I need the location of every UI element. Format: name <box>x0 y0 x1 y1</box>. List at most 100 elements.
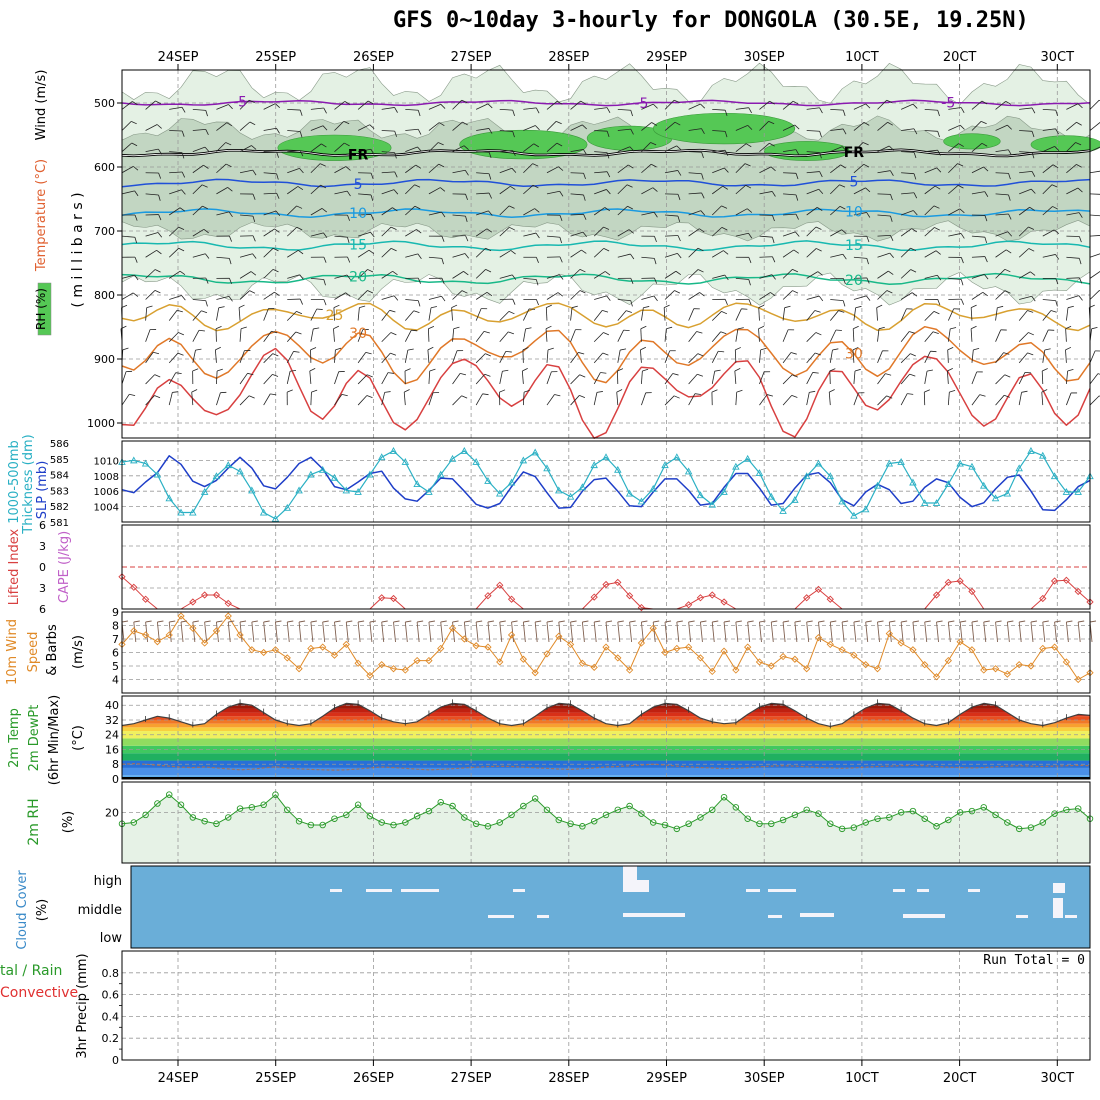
wind-barb-flag <box>1050 310 1057 313</box>
wind-barb <box>286 311 297 321</box>
wind-barb-flag <box>1055 109 1059 116</box>
wind10-point <box>791 655 799 663</box>
wind-barb-flag <box>600 372 607 374</box>
wind-barb <box>357 290 368 300</box>
wind-barb-flag <box>156 249 162 255</box>
wind-barb <box>145 395 155 406</box>
wind-barb <box>971 371 978 385</box>
wind10-barb-flag <box>523 620 530 623</box>
wind-barb <box>664 290 675 300</box>
date-label-top: 28SEP <box>548 50 589 65</box>
wind10-barb <box>511 621 515 643</box>
wind10-barb-flag <box>464 620 471 623</box>
rh2m-point <box>850 824 858 831</box>
wind-barb <box>641 122 652 131</box>
wind-barb <box>546 166 559 174</box>
wind-barb-flag <box>370 194 374 201</box>
wind-barb <box>593 248 604 258</box>
wind-barb <box>901 192 915 195</box>
wind-barb-flag <box>1067 305 1074 309</box>
wind-barb-flag <box>461 395 468 399</box>
wind-barb-flag <box>1008 149 1012 156</box>
wind-barb <box>121 235 135 238</box>
wind-barb-flag <box>841 229 847 234</box>
wind-barb <box>617 146 631 153</box>
wind-barb-flag <box>131 120 137 125</box>
rh2m-point <box>461 814 468 821</box>
wind-barb <box>239 373 248 385</box>
rh2m-point <box>260 801 267 809</box>
wind-barb-flag <box>464 253 469 259</box>
wind-barb <box>593 372 601 385</box>
wind-barb-flag <box>839 206 846 210</box>
wind10-barb-flag <box>511 620 518 623</box>
wind-barb <box>1065 328 1067 342</box>
wind-barb <box>263 331 272 342</box>
wind-barb <box>688 269 699 279</box>
wind10-barb <box>133 621 137 643</box>
wind-barb-flag <box>959 124 965 130</box>
thickness-point <box>732 462 740 470</box>
rh2m-point <box>319 821 326 829</box>
temp-ramp-band <box>122 723 1090 728</box>
wind-barb-flag <box>842 278 846 285</box>
wind10-barb <box>971 621 975 643</box>
thickness-point <box>1062 488 1071 495</box>
wind-barb-flag <box>1067 369 1074 372</box>
wind-barb-flag <box>437 142 444 146</box>
wind-barb-flag <box>394 171 398 178</box>
thickness-point <box>283 503 292 511</box>
thickness-point <box>602 453 610 461</box>
wind-barb-flag <box>677 235 681 242</box>
wind-barb-flag <box>181 152 185 159</box>
wind-barb-flag <box>784 305 791 309</box>
wind-barb <box>145 148 159 153</box>
wind-barb <box>901 128 915 131</box>
wind-barb <box>545 328 548 342</box>
wind-barb <box>476 128 490 131</box>
wind-barb-flag <box>417 253 422 259</box>
wind-barb-flag <box>745 184 752 189</box>
wind10-point <box>755 658 764 666</box>
wind-barb <box>806 107 820 110</box>
wind-barb <box>877 270 889 279</box>
wind10-barb-flag <box>948 620 955 623</box>
wind-barb-flag <box>666 326 673 330</box>
wind-barb-flag <box>225 163 232 168</box>
wind-barb <box>664 145 677 152</box>
wind-barb-flag <box>132 292 139 297</box>
wind10-barb <box>782 621 786 643</box>
wind10-point <box>767 662 775 670</box>
rh2m-point <box>224 814 232 821</box>
wind10-line <box>121 615 1091 680</box>
rh2m-point <box>165 791 173 798</box>
thickness-tick-label: 585 <box>50 455 69 466</box>
rh2m-point <box>614 806 622 814</box>
wind-barb <box>522 328 526 342</box>
wind-barb <box>948 277 962 280</box>
wind-barb-flag <box>677 194 681 201</box>
wind-barb <box>664 270 677 279</box>
wind10-barb-flag <box>712 620 719 623</box>
wind10-point <box>484 643 492 651</box>
thickness-point <box>543 464 551 472</box>
wind-barb-flag <box>1051 184 1058 188</box>
wind-barb-flag <box>818 295 824 302</box>
wind-barb-flag <box>465 235 469 242</box>
wind-barb <box>475 292 488 300</box>
cloud-gap <box>893 889 905 892</box>
wind-barb-flag <box>1008 194 1011 201</box>
wind-barb <box>1042 329 1049 342</box>
wind-barb-flag <box>628 229 634 234</box>
wind-barb <box>688 103 701 110</box>
wind-barb-flag <box>580 100 587 105</box>
cloud-gap <box>513 889 525 892</box>
wind-barb-flag <box>414 205 421 210</box>
wind-barb-flag <box>629 146 635 152</box>
rh2m-point <box>744 815 751 822</box>
wind-barb-flag <box>347 237 350 244</box>
wind-barb-flag <box>748 257 752 264</box>
wind-barb-flag <box>510 250 516 255</box>
thickness-slp-frame <box>121 440 1091 523</box>
wind-barb-flag <box>218 306 225 309</box>
